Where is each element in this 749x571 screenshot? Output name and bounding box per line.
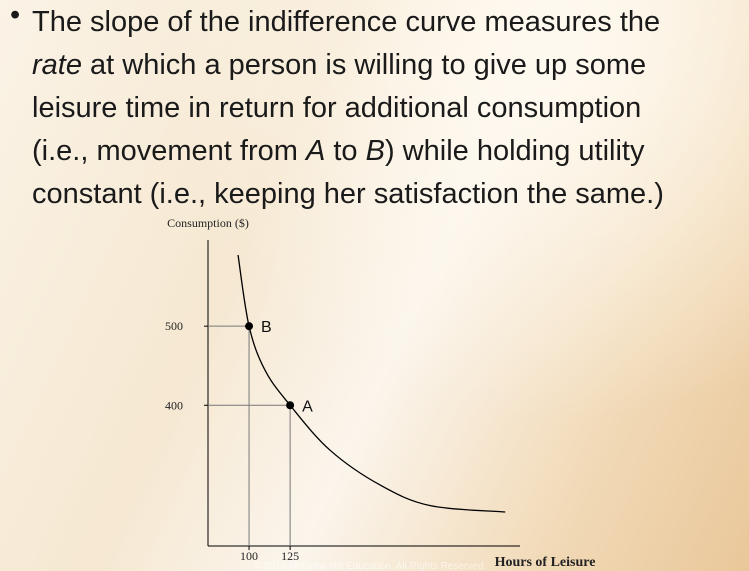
copyright: © 2016 McGraw-Hill Education. All Rights…: [254, 561, 486, 571]
text-run: at which a person is willing to give up …: [82, 49, 646, 81]
point: [286, 401, 295, 410]
text-run: leisure time in return for additional co…: [32, 92, 641, 124]
y-tick-label: 500: [165, 319, 183, 333]
point-label: B: [261, 319, 272, 336]
text-run: to: [325, 135, 365, 167]
text-run: constant (i.e., keeping her satisfaction…: [32, 178, 664, 210]
bullet-line: The slope of the indifference curve meas…: [32, 6, 660, 38]
x-tick-label: 100: [240, 549, 258, 563]
bullet-line: constant (i.e., keeping her satisfaction…: [32, 178, 664, 210]
y-axis-label: Consumption ($): [167, 216, 249, 230]
point: [245, 322, 254, 331]
bullet-mark: •: [10, 0, 20, 31]
point-label: A: [302, 398, 313, 415]
bullet-line: leisure time in return for additional co…: [32, 92, 641, 124]
text-run: A: [304, 135, 325, 167]
x-axis-label: Hours of Leisure: [495, 555, 596, 570]
x-tick-label: 125: [281, 549, 299, 563]
text-run: The slope of the indifference curve meas…: [32, 6, 660, 38]
text-run: ) while holding utility: [385, 135, 645, 167]
text-run: B: [366, 135, 385, 167]
indifference-curve: [237, 254, 506, 513]
y-tick-label: 400: [165, 398, 183, 412]
bullet-line: (i.e., movement from A to B) while holdi…: [32, 135, 645, 167]
text-run: rate: [32, 49, 82, 81]
text-run: (i.e., movement from: [32, 135, 306, 167]
bullet-line: rate at which a person is willing to giv…: [32, 49, 646, 81]
